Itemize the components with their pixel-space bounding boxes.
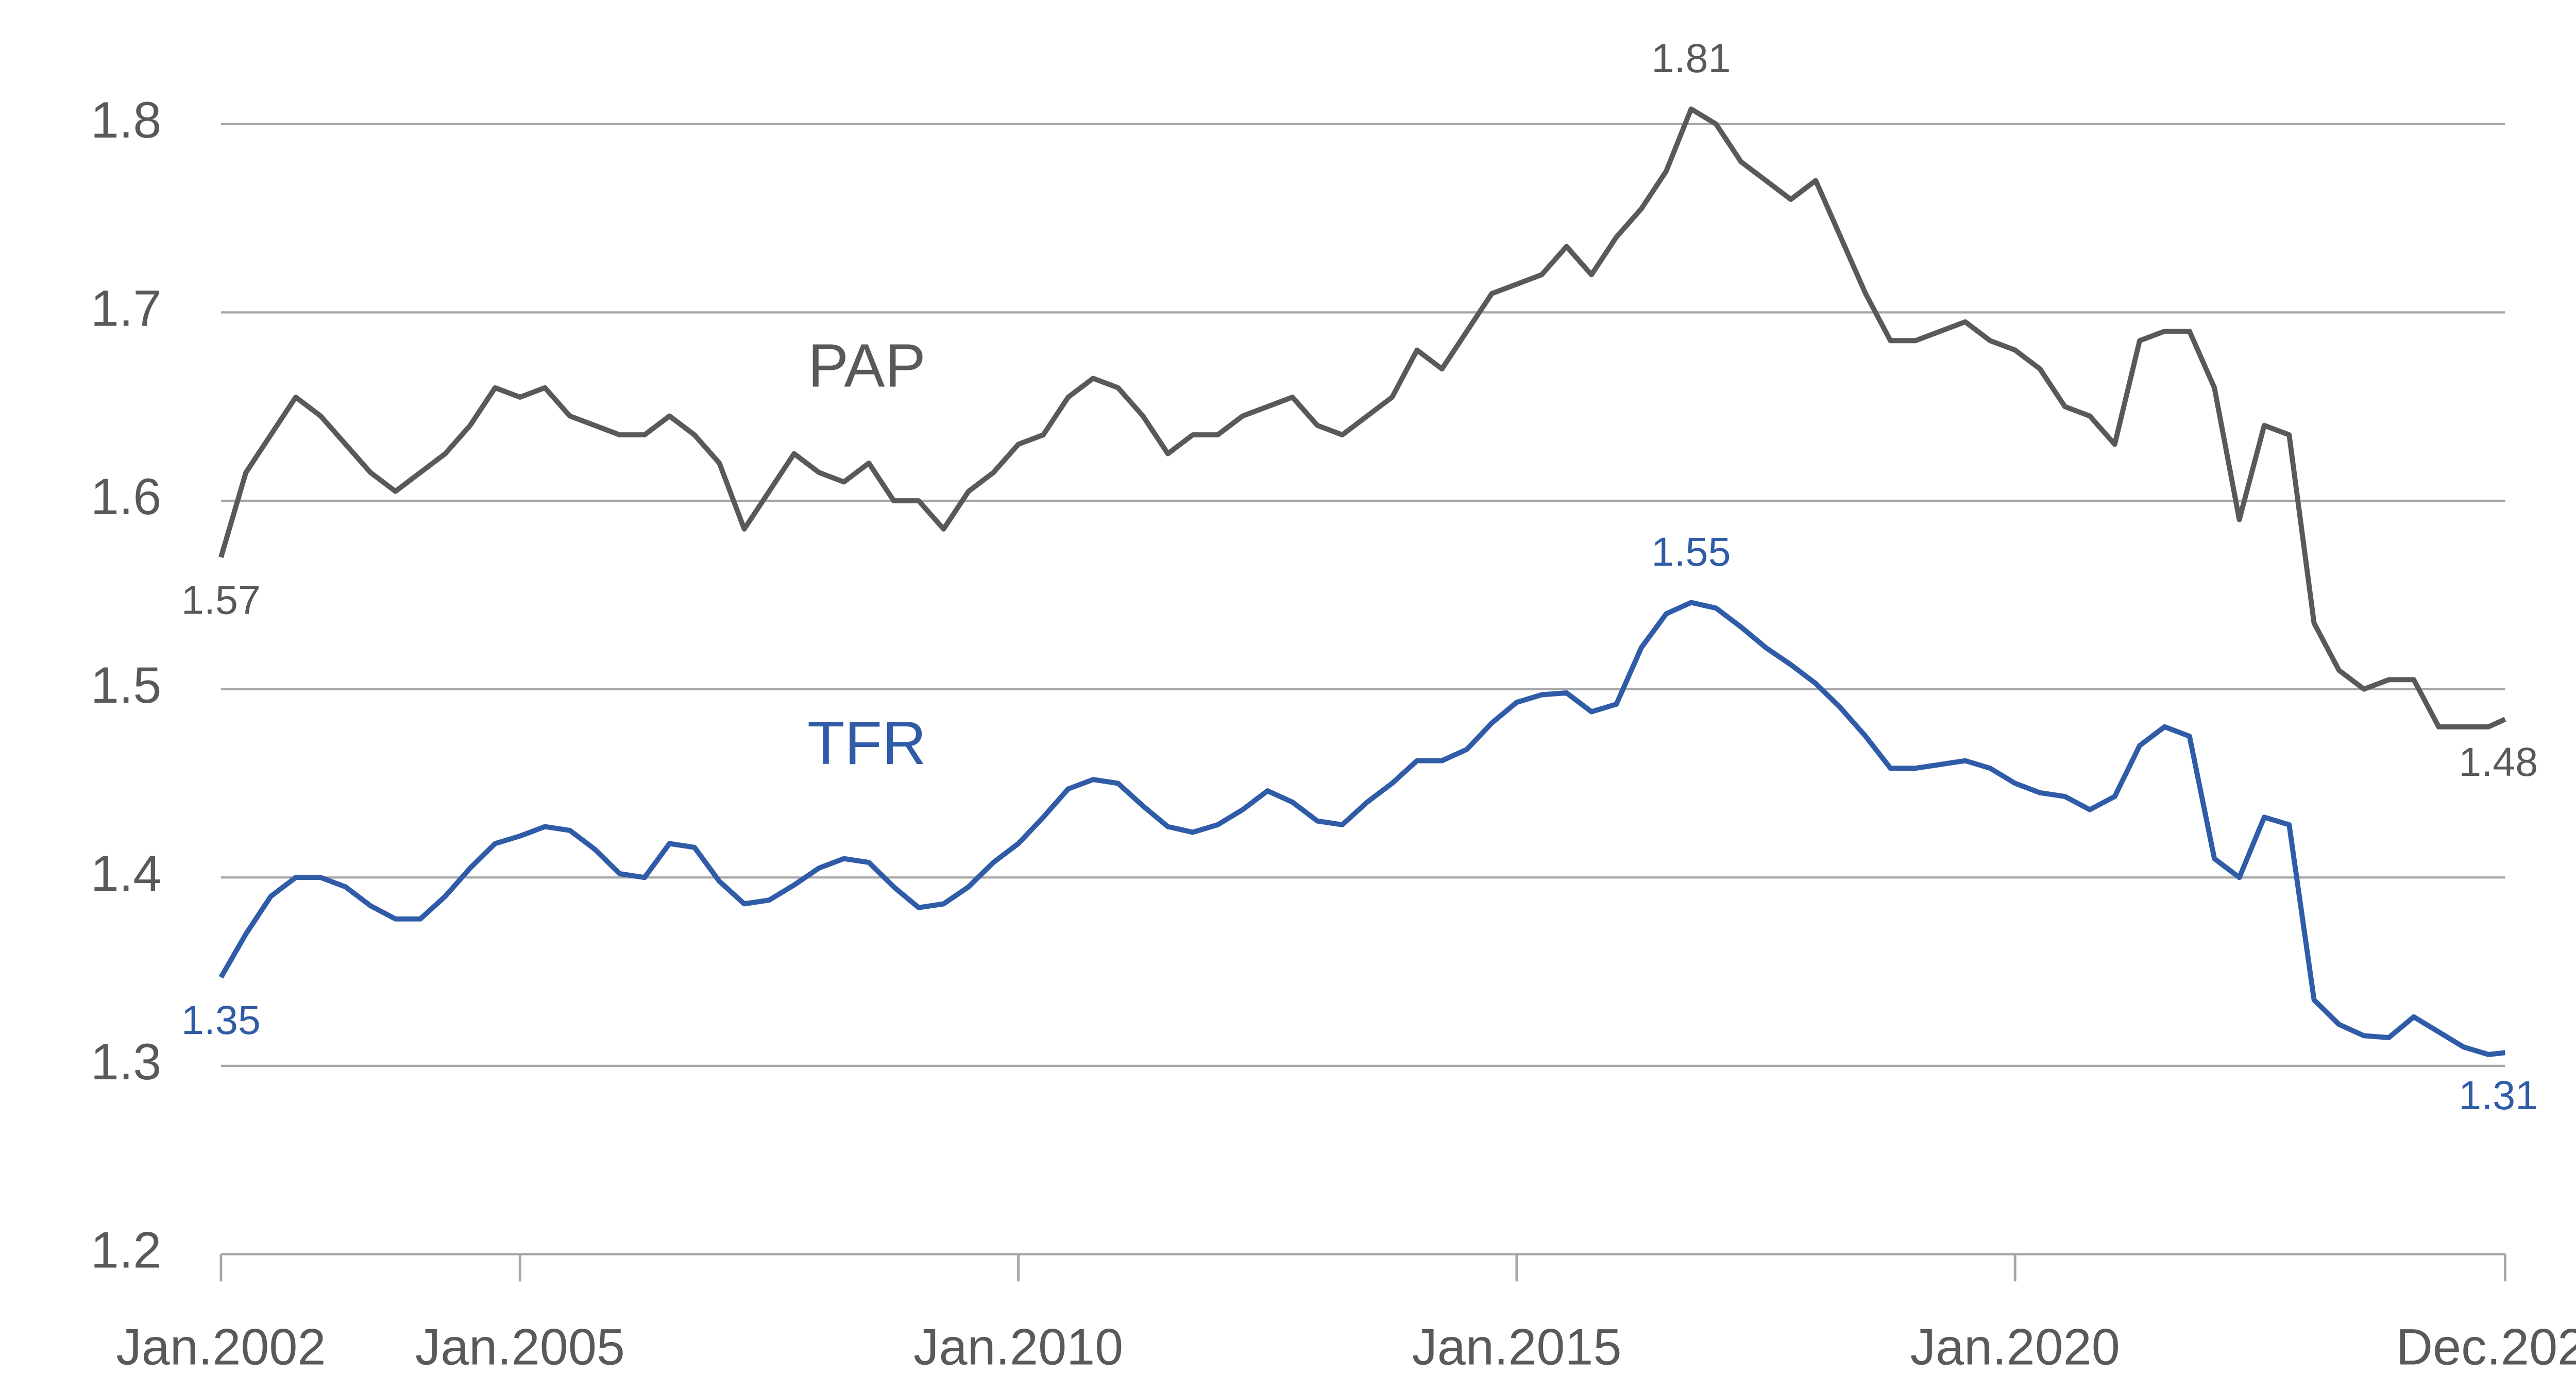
x-tick-label: Jan.2015 (1412, 1318, 1621, 1376)
x-tick-label: Jan.2002 (116, 1318, 326, 1376)
x-tick-label: Jan.2020 (1910, 1318, 2120, 1376)
series-line (218, 106, 2506, 730)
data-label: 1.48 (2459, 739, 2538, 785)
data-label: 1.35 (181, 997, 261, 1043)
legend-label: TFR (807, 709, 926, 777)
x-tick-label: Dec.2024 (2396, 1318, 2576, 1376)
x-tick-label: Jan.2010 (913, 1318, 1123, 1376)
series-line (218, 600, 2505, 1057)
y-tick-label: 1.8 (91, 91, 162, 148)
data-label: 1.31 (2459, 1072, 2538, 1118)
data-label: 1.81 (1651, 35, 1731, 81)
y-tick-label: 1.5 (91, 656, 162, 714)
y-tick-label: 1.7 (91, 280, 162, 337)
legend-label: PAP (808, 331, 926, 400)
data-label: 1.55 (1651, 529, 1731, 574)
y-tick-label: 1.4 (91, 844, 162, 902)
y-tick-label: 1.3 (91, 1033, 162, 1090)
data-label: 1.57 (181, 577, 261, 623)
y-tick-label: 1.2 (91, 1222, 162, 1279)
y-tick-label: 1.6 (91, 468, 162, 525)
x-tick-label: Jan.2005 (415, 1318, 625, 1376)
